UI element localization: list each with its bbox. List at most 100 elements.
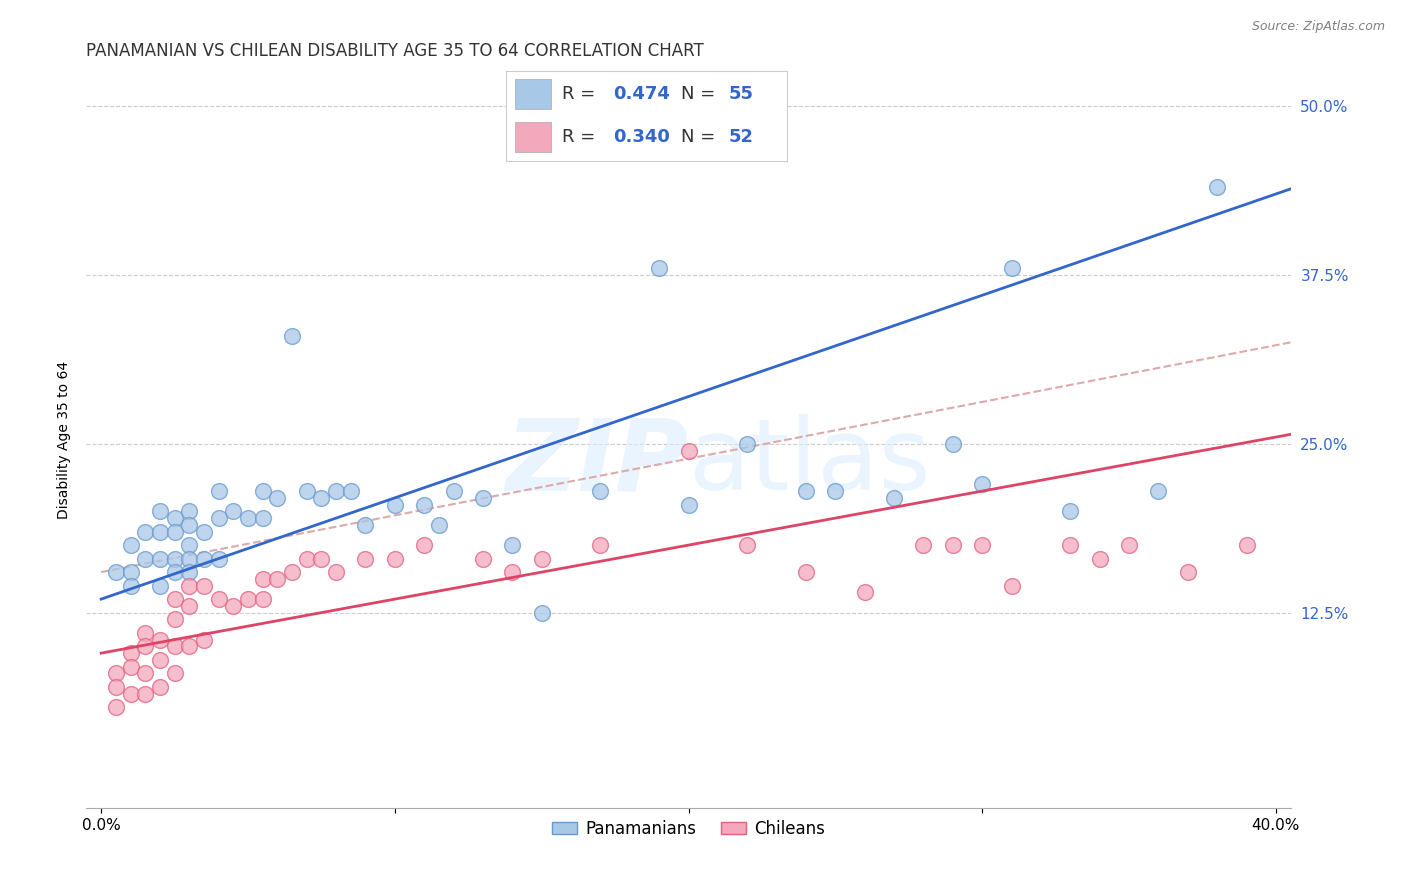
Panamanians [120, 565, 142, 579]
Chileans [193, 632, 215, 647]
Chileans [501, 565, 523, 579]
Text: N =: N = [681, 128, 720, 146]
Panamanians [222, 504, 245, 518]
Panamanians [179, 504, 201, 518]
Text: 52: 52 [728, 128, 754, 146]
Text: 0.340: 0.340 [613, 128, 669, 146]
Chileans [163, 612, 186, 626]
Text: 0.474: 0.474 [613, 85, 669, 103]
Panamanians [339, 484, 361, 499]
Panamanians [149, 524, 172, 539]
Chileans [207, 592, 229, 607]
Chileans [134, 666, 156, 681]
Chileans [120, 687, 142, 701]
Legend: Panamanians, Chileans: Panamanians, Chileans [546, 813, 832, 844]
Panamanians [207, 484, 229, 499]
Panamanians [384, 498, 406, 512]
Panamanians [794, 484, 817, 499]
Panamanians [163, 511, 186, 525]
Text: N =: N = [681, 85, 720, 103]
Chileans [252, 572, 274, 586]
Panamanians [413, 498, 436, 512]
Chileans [295, 551, 318, 566]
Panamanians [207, 511, 229, 525]
Chileans [120, 646, 142, 660]
Chileans [1000, 579, 1022, 593]
Chileans [678, 443, 700, 458]
Panamanians [163, 524, 186, 539]
Panamanians [530, 606, 553, 620]
Chileans [149, 632, 172, 647]
Chileans [942, 538, 965, 552]
Text: PANAMANIAN VS CHILEAN DISABILITY AGE 35 TO 64 CORRELATION CHART: PANAMANIAN VS CHILEAN DISABILITY AGE 35 … [86, 42, 704, 60]
Panamanians [149, 551, 172, 566]
Panamanians [325, 484, 347, 499]
Chileans [1177, 565, 1199, 579]
Panamanians [193, 524, 215, 539]
Panamanians [134, 551, 156, 566]
Chileans [179, 640, 201, 654]
Chileans [163, 640, 186, 654]
Panamanians [1206, 180, 1229, 194]
Panamanians [252, 484, 274, 499]
Y-axis label: Disability Age 35 to 64: Disability Age 35 to 64 [58, 361, 72, 519]
Chileans [104, 680, 127, 694]
Panamanians [471, 491, 494, 505]
Panamanians [149, 579, 172, 593]
Text: R =: R = [562, 85, 602, 103]
Chileans [134, 626, 156, 640]
Panamanians [104, 565, 127, 579]
Chileans [1088, 551, 1111, 566]
Chileans [735, 538, 758, 552]
Chileans [311, 551, 333, 566]
Panamanians [678, 498, 700, 512]
Panamanians [266, 491, 288, 505]
Chileans [354, 551, 377, 566]
Panamanians [295, 484, 318, 499]
Chileans [222, 599, 245, 613]
Chileans [149, 653, 172, 667]
Panamanians [163, 565, 186, 579]
Panamanians [589, 484, 612, 499]
Panamanians [427, 517, 450, 532]
Panamanians [193, 551, 215, 566]
Panamanians [134, 524, 156, 539]
Panamanians [1059, 504, 1081, 518]
Text: Source: ZipAtlas.com: Source: ZipAtlas.com [1251, 20, 1385, 33]
Panamanians [179, 538, 201, 552]
Chileans [179, 599, 201, 613]
Chileans [134, 640, 156, 654]
Panamanians [179, 551, 201, 566]
Chileans [1059, 538, 1081, 552]
Text: R =: R = [562, 128, 602, 146]
Panamanians [163, 551, 186, 566]
Chileans [794, 565, 817, 579]
Panamanians [824, 484, 846, 499]
Chileans [104, 700, 127, 714]
Chileans [266, 572, 288, 586]
Chileans [530, 551, 553, 566]
Chileans [1236, 538, 1258, 552]
Chileans [149, 680, 172, 694]
Chileans [193, 579, 215, 593]
Chileans [853, 585, 876, 599]
Panamanians [252, 511, 274, 525]
Text: atlas: atlas [689, 414, 931, 511]
Panamanians [1147, 484, 1170, 499]
Panamanians [972, 477, 994, 491]
Panamanians [120, 538, 142, 552]
Chileans [163, 592, 186, 607]
Panamanians [179, 565, 201, 579]
Chileans [236, 592, 259, 607]
Text: ZIP: ZIP [506, 414, 689, 511]
Panamanians [207, 551, 229, 566]
Panamanians [311, 491, 333, 505]
FancyBboxPatch shape [515, 79, 551, 109]
Panamanians [443, 484, 465, 499]
FancyBboxPatch shape [515, 122, 551, 152]
Panamanians [648, 261, 671, 276]
Chileans [325, 565, 347, 579]
Chileans [281, 565, 304, 579]
Text: 55: 55 [728, 85, 754, 103]
Chileans [589, 538, 612, 552]
